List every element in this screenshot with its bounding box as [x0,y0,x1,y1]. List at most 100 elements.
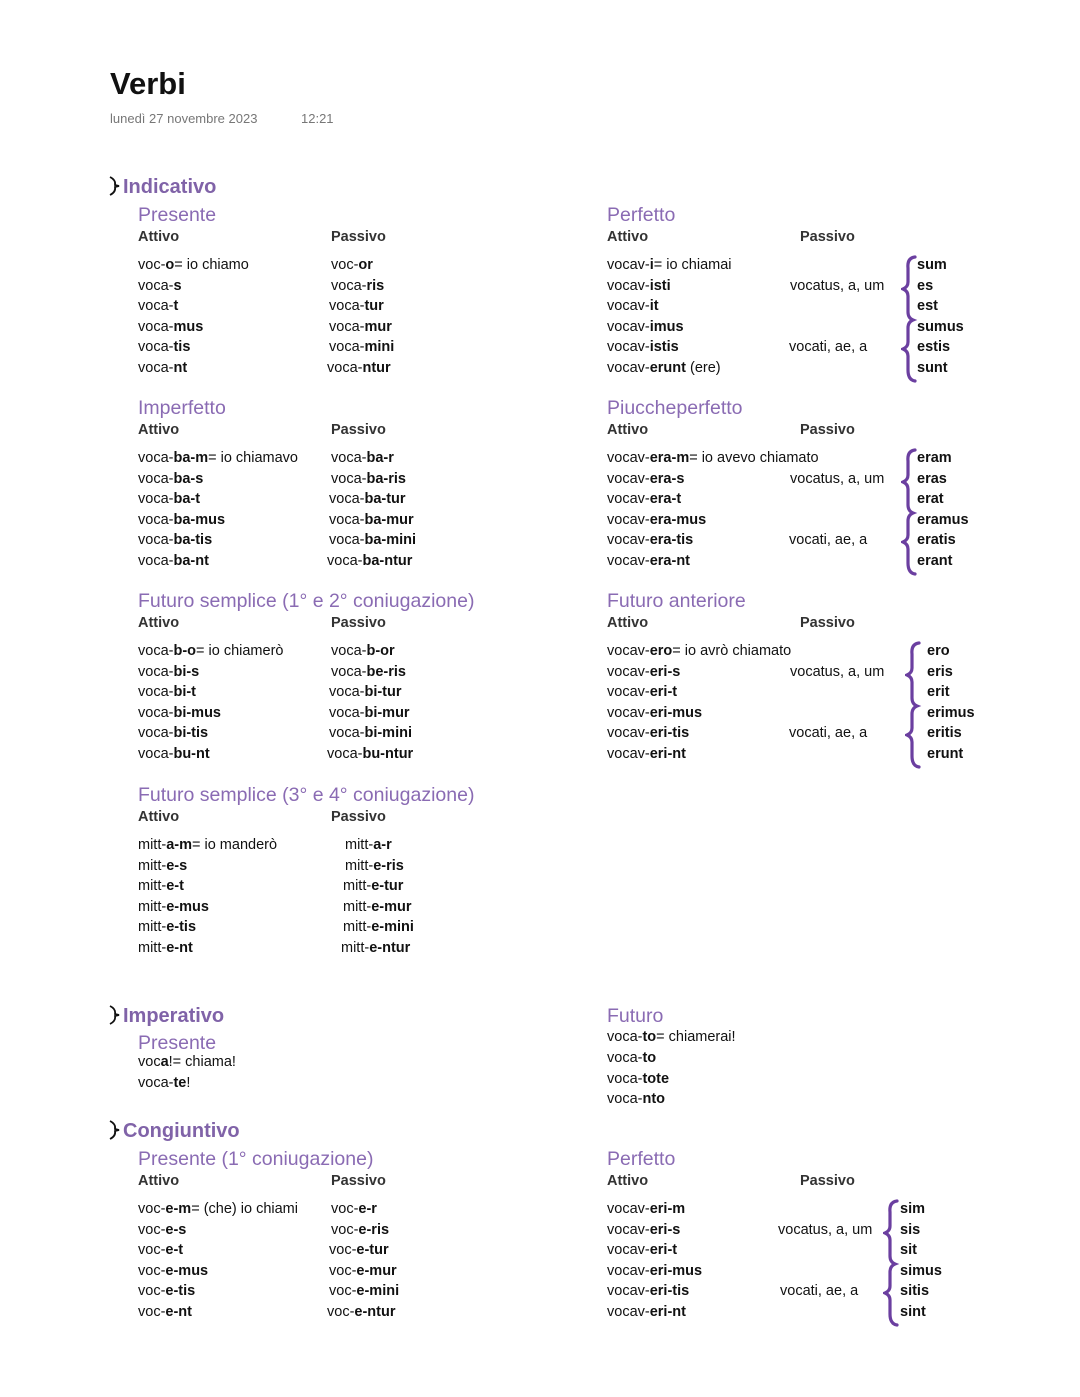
stem-text: vocav- [607,491,650,508]
stem-text: voc- [138,1221,166,1238]
stem-text: voca- [329,298,365,315]
stem-text: vocav- [607,532,650,549]
passive-form: mitt-e-mur [343,899,411,915]
active-form: voc-e-nt [138,1304,192,1320]
passive-form: voca-bi-mur [329,705,410,721]
passive-form: voca-tur [329,298,384,314]
active-form: voca-ba-t [138,491,200,507]
passive-label: Passivo [800,422,855,438]
curly-brace-icon [901,448,918,576]
stem-text: voca- [329,532,365,549]
ending-bold: eri-mus [649,704,703,721]
auxiliary-form: est [917,298,938,315]
auxiliary-form: eratis [917,532,956,549]
active-form: vocav-eri-nt [607,746,686,762]
tense-title: Perfetto [607,1148,676,1170]
ending-bold: nto [642,1091,666,1108]
column-labels: Attivo Passivo [138,422,386,450]
stem-text: vocav- [607,684,650,701]
conjugation-row: vocav-eri-tis vocati, ae, a sitis [607,1283,929,1304]
conjugation-row: voc-o= io chiamo voc-or [138,257,373,278]
conjugation-row: voca-b-o= io chiamerò voca-b-or [138,643,474,664]
active-form: voca-te! [138,1075,190,1091]
curly-brace-icon [905,641,922,769]
ending-bold: e-r [358,1201,377,1217]
active-form: vocav-era-mus [607,512,706,528]
stem-text: = io avevo chiamato [689,450,819,466]
stem-text: voca- [138,339,174,356]
auxiliary-form: eram [917,450,952,466]
ending-bold: tote [642,1070,670,1087]
block-indicativo-imperfetto: Imperfetto Attivo Passivo voca-ba-m= io chi… [138,397,416,574]
stem-text: voca- [138,1074,174,1091]
active-form: vocav-eri-mus [607,1263,702,1279]
auxiliary-form: sit [900,1242,917,1259]
ending-bold: era-m [649,450,690,466]
ending-bold: bi-tur [364,684,402,701]
stem-text: (ere) [685,359,721,376]
stem-text: = io avrò chiamato [672,643,792,659]
active-form: vocav-eri-s [607,664,680,680]
block-futuro-semplice-1-2: Futuro semplice (1° e 2° coniugazione) At… [138,590,474,767]
stem-text: mitt- [343,898,372,915]
auxiliary-form: ero [927,643,950,659]
ending-bold: ris [366,277,385,294]
auxiliary-form: sumus [917,318,964,335]
active-form: voc-e-s [138,1222,186,1238]
conjugation-row: voca-t voca-tur [138,298,384,319]
ending-bold: ba-m [173,450,209,466]
ending-bold: ntur [362,359,391,376]
ending-bold: o [165,257,175,273]
stem-text: voca- [329,339,365,356]
conjugation-row: voc-e-s voc-e-ris [138,1222,389,1243]
participle-singular: vocatus, a, um [790,663,885,680]
section-imperativo[interactable]: Imperativo [108,1005,224,1028]
stem-text: voca- [329,725,365,742]
ending-bold: bu-ntur [362,745,414,762]
participle-plural: vocati, ae, a [780,1283,859,1300]
tense-title: Perfetto [607,204,676,226]
ending-bold: bi-mini [364,725,412,742]
conjugation-rows: vocav-ero= io avrò chiamato ero vocav-eri-… [607,643,975,767]
ending-bold: e-mus [165,1262,209,1279]
passive-label: Passivo [331,422,386,438]
section-congiuntivo[interactable]: Congiuntivo [108,1120,240,1143]
stem-text: vocav- [607,643,650,659]
conjugation-row: voca-s voca-ris [138,278,384,299]
stem-text: voca- [327,745,363,762]
conjugation-row: voca-tote [607,1071,669,1092]
stem-text: voca- [138,663,174,680]
auxiliary-form: erit [927,684,950,701]
conjugation-row: vocav-era-mus eramus [607,512,969,533]
conjugation-row: voc-e-mus voc-e-mur [138,1262,397,1284]
conjugation-row: mitt-e-s mitt-e-ris [138,858,474,879]
active-form: mitt-e-s [138,858,187,874]
ending-bold: ba-t [173,491,201,508]
auxiliary-form: erat [917,491,944,508]
active-form: voca-tis [138,339,190,355]
conjugation-row: voc-e-tis voc-e-mini [138,1283,399,1304]
conjugation-row: voca-bu-nt voca-bu-ntur [138,746,474,767]
conjugation-rows: mitt-a-m= io manderò mitt-a-r mitt-e-s mitt… [138,837,474,961]
conjugation-rows: voca-ba-m= io chiamavo voca-ba-r voca-ba-s… [138,450,416,574]
stem-text: voca- [138,298,174,315]
active-form: voca!= chiama! [138,1054,236,1070]
conjugation-row: voca-bi-s voca-be-ris [138,664,474,685]
section-indicativo[interactable]: Indicativo [108,176,216,199]
section-heading: Indicativo [123,176,217,198]
collapse-chevron-icon[interactable] [108,176,120,196]
active-form: voca-to= chiamerai! [607,1029,736,1045]
ending-bold: e-mur [371,898,412,915]
auxiliary-form: eritis [927,725,962,742]
collapse-chevron-icon[interactable] [108,1005,120,1025]
ending-bold: bi-s [173,663,200,680]
collapse-chevron-icon[interactable] [108,1120,120,1140]
active-form: vocav-isti [607,278,671,294]
stem-text: voca- [138,704,174,721]
stem-text: vocav- [607,277,650,294]
stem-text: vocav- [607,470,650,487]
passive-form: voca-bi-tur [329,684,402,700]
stem-text: voca- [327,359,363,376]
ending-bold: eri-nt [649,1303,686,1320]
passive-form: voca-be-ris [331,664,406,680]
